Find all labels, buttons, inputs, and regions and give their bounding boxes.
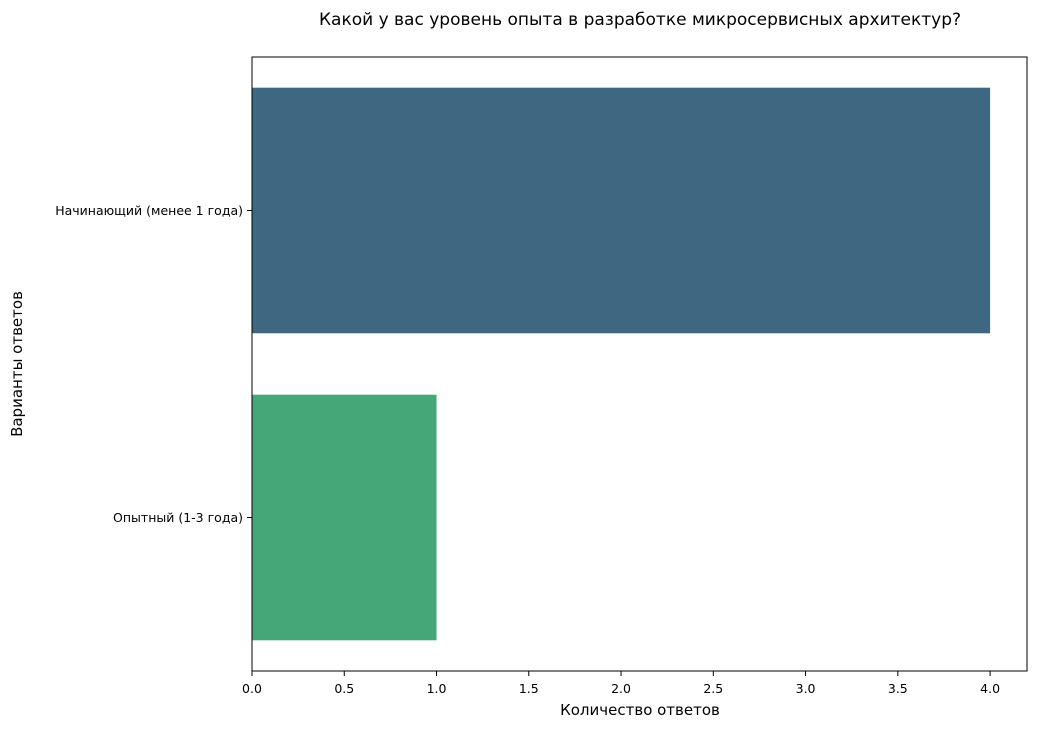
bar-2: [252, 394, 437, 641]
y-tick-label: Начинающий (менее 1 года): [55, 203, 243, 218]
x-tick-label: 1.0: [427, 681, 447, 696]
chart-title: Какой у вас уровень опыта в разработке м…: [319, 10, 961, 30]
x-axis-label: Количество ответов: [560, 701, 720, 719]
x-tick-label: 2.5: [703, 681, 723, 696]
x-tick-label: 3.5: [888, 681, 908, 696]
bar-1: [252, 87, 991, 334]
x-tick-label: 2.0: [611, 681, 631, 696]
x-tick-label: 1.5: [519, 681, 539, 696]
bars-group: [252, 87, 991, 641]
x-tick-label: 4.0: [980, 681, 1000, 696]
y-tick-label: Опытный (1-3 года): [113, 510, 243, 525]
x-axis-ticks: 0.0 0.5 1.0 1.5 2.0 2.5 3.0 3.5 4.0: [242, 671, 1000, 696]
x-tick-label: 3.0: [796, 681, 816, 696]
x-tick-label: 0.5: [334, 681, 354, 696]
x-tick-label: 0.0: [242, 681, 262, 696]
y-axis-label: Варианты ответов: [8, 291, 26, 437]
plot-frame: [251, 56, 1028, 672]
y-axis-ticks: Начинающий (менее 1 года) Опытный (1-3 го…: [55, 203, 252, 525]
